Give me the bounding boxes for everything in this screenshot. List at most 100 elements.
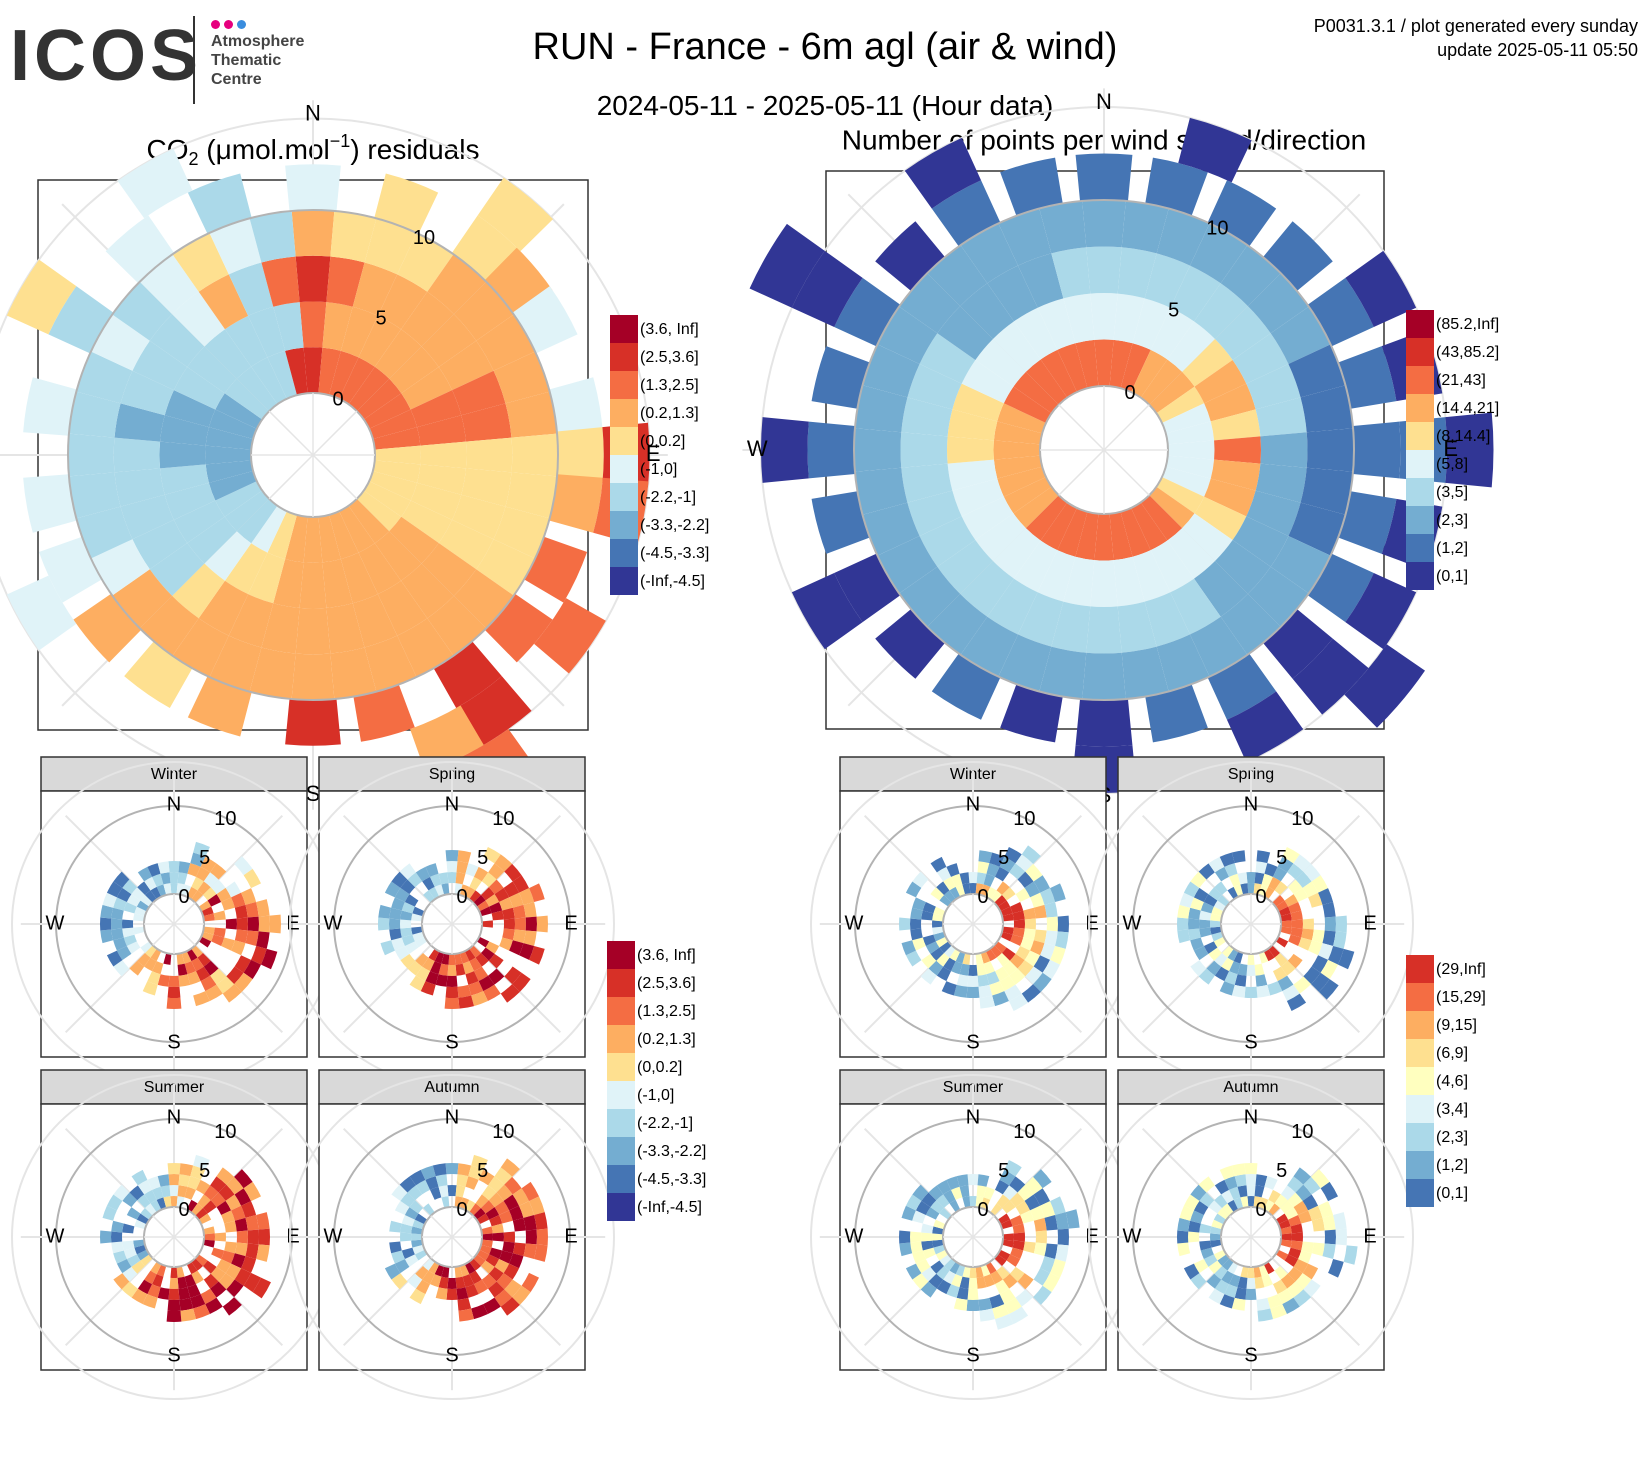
heat-cell	[152, 873, 164, 887]
heat-cell	[142, 981, 158, 996]
heat-cell	[512, 1188, 530, 1206]
heat-cell	[401, 1247, 415, 1259]
heat-cell	[1063, 556, 1095, 607]
heat-cell	[465, 971, 479, 985]
heat-cell	[122, 1223, 135, 1234]
heat-cell	[131, 1288, 148, 1305]
heat-cell	[136, 900, 150, 912]
heat-cell	[407, 872, 423, 888]
heat-cell	[488, 953, 504, 969]
heat-cell	[931, 653, 1001, 720]
heat-cell	[1222, 945, 1234, 958]
heat-cell	[1012, 1223, 1025, 1234]
heat-cell	[1182, 338, 1233, 387]
heat-cell	[983, 1186, 995, 1200]
heat-cell	[960, 616, 1018, 677]
heat-cell	[1024, 950, 1041, 967]
heat-cell	[389, 1241, 402, 1254]
heat-cell	[523, 1215, 537, 1231]
heat-cell	[348, 366, 390, 412]
heat-cell	[156, 884, 167, 897]
heat-cell	[248, 552, 286, 604]
heat-cell	[1000, 931, 1013, 942]
heat-cell	[1255, 1174, 1268, 1187]
heat-cell	[1210, 913, 1223, 922]
heat-cell	[1254, 963, 1265, 976]
heat-cell	[245, 902, 259, 918]
heat-cell	[113, 1184, 130, 1201]
heat-cell	[986, 863, 1000, 877]
heat-cell	[400, 879, 416, 895]
heat-cell	[1162, 403, 1211, 434]
heat-cell	[241, 1201, 257, 1218]
heat-cell	[951, 1186, 963, 1200]
heat-cell	[534, 1212, 548, 1230]
heat-cell	[1033, 955, 1051, 973]
heat-cell	[464, 948, 476, 962]
heat-cell	[197, 1194, 211, 1209]
heat-cell	[205, 984, 223, 1002]
heat-cell	[374, 531, 422, 581]
heat-cell	[409, 1200, 424, 1214]
grid-spoke-inner	[173, 1236, 196, 1259]
heat-cell	[1198, 968, 1215, 985]
heat-cell	[993, 455, 1043, 479]
heat-cell	[198, 1213, 212, 1225]
heat-cell	[407, 1185, 423, 1201]
legend-label: (6,9]	[1436, 1045, 1468, 1062]
heat-cell	[471, 1304, 488, 1320]
heat-cell	[1280, 1233, 1292, 1241]
heat-cell	[997, 1249, 1011, 1261]
heat-cell	[131, 1260, 146, 1274]
heat-cell	[428, 1261, 440, 1275]
heat-cell	[1320, 959, 1339, 980]
heat-cell	[967, 1174, 979, 1186]
grid-spoke-inner	[951, 923, 974, 946]
heat-cell	[1086, 606, 1122, 654]
heat-cell	[358, 543, 402, 595]
heat-cell	[1001, 1239, 1014, 1248]
heat-cell	[500, 1297, 520, 1316]
heat-cell	[1208, 947, 1223, 961]
heat-cell	[1040, 1201, 1056, 1218]
heat-cell	[38, 536, 102, 603]
heat-cell	[479, 906, 492, 917]
heat-cell	[1333, 931, 1347, 949]
heat-cell	[458, 995, 474, 1009]
grid-spoke-inner	[1058, 449, 1105, 496]
heat-cell	[123, 1247, 137, 1259]
heat-cell	[247, 916, 259, 932]
heat-cell	[1044, 902, 1058, 918]
grid-spoke-inner	[430, 1215, 453, 1238]
heat-cell	[1338, 346, 1397, 409]
heat-cell	[1307, 553, 1374, 623]
heat-cell	[147, 971, 161, 985]
radial-tick-label: 0	[1256, 1199, 1267, 1221]
heat-cell	[1261, 873, 1273, 887]
legend-label: (1.3,2.5]	[637, 1003, 696, 1020]
heat-cell	[456, 861, 469, 874]
heat-cell	[1211, 906, 1224, 917]
heat-cell	[261, 256, 300, 307]
heat-cell	[224, 1220, 237, 1233]
heat-cell	[469, 1270, 482, 1285]
heat-cell	[421, 314, 477, 367]
heat-cell	[1231, 1163, 1246, 1177]
heat-cell	[1033, 1188, 1051, 1206]
heat-cell	[193, 1154, 210, 1170]
heat-cell	[389, 516, 439, 564]
heat-cell	[425, 971, 439, 985]
heat-cell	[1017, 960, 1034, 977]
heat-cell	[930, 856, 947, 873]
heat-cell	[397, 618, 454, 678]
heat-cell	[116, 887, 132, 903]
heat-cell	[187, 1284, 201, 1298]
heat-cell	[933, 1219, 946, 1230]
heat-cell	[1208, 1260, 1223, 1274]
heat-cell	[1193, 1258, 1209, 1274]
grid-spoke-inner	[1250, 902, 1273, 925]
heat-cell	[1345, 572, 1417, 650]
co2-title-sub: 2	[189, 149, 199, 169]
heat-cell	[980, 951, 991, 964]
heat-cell	[456, 1174, 469, 1187]
